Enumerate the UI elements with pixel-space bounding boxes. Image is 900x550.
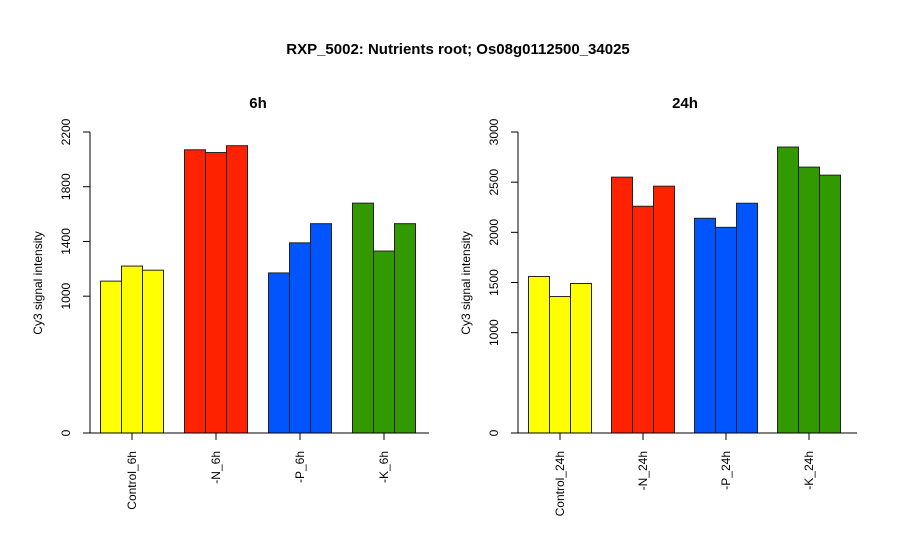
y-axis-label: Cy3 signal intensity bbox=[31, 231, 45, 334]
y-tick-label: 1800 bbox=[59, 173, 73, 200]
bar bbox=[184, 149, 206, 434]
bar bbox=[268, 272, 290, 434]
x-tick-label: -P_24h bbox=[719, 451, 733, 490]
panel-6h: 6h Cy3 signal intensity 0 1000 1400 1800 220… bbox=[31, 95, 429, 510]
panel-title: 24h bbox=[672, 95, 698, 112]
bar bbox=[819, 174, 841, 434]
bar bbox=[373, 250, 395, 434]
x-tick-label: -K_6h bbox=[377, 451, 391, 483]
x-tick-label: Control_6h bbox=[125, 451, 139, 510]
panel-24h: 24h Cy3 signal intensity 0 1000 1500 2000 25… bbox=[459, 95, 857, 516]
y-axis: 0 1000 1400 1800 2200 bbox=[59, 118, 91, 436]
bar bbox=[142, 269, 164, 434]
y-tick-label: 1000 bbox=[487, 319, 501, 346]
bar bbox=[226, 145, 248, 434]
bars bbox=[100, 145, 416, 434]
bar bbox=[798, 166, 820, 434]
bar bbox=[394, 223, 416, 434]
bar bbox=[549, 296, 571, 434]
y-axis: 0 1000 1500 2000 2500 3000 bbox=[487, 118, 519, 436]
bar bbox=[528, 275, 550, 434]
y-tick-label: 0 bbox=[487, 429, 501, 436]
x-tick-label: -K_24h bbox=[802, 451, 816, 490]
y-tick-label: 1500 bbox=[487, 269, 501, 296]
bar bbox=[632, 205, 654, 434]
bar bbox=[205, 152, 227, 434]
bars bbox=[528, 146, 841, 434]
y-tick-label: 1400 bbox=[59, 228, 73, 255]
bar bbox=[653, 185, 675, 434]
bar bbox=[289, 242, 311, 434]
figure-title: RXP_5002: Nutrients root; Os08g0112500_3… bbox=[286, 41, 630, 58]
bar bbox=[310, 223, 332, 434]
bar bbox=[715, 226, 737, 434]
bar bbox=[100, 280, 122, 434]
x-axis: Control_24h -N_24h -P_24h -K_24h bbox=[518, 432, 857, 516]
y-tick-label: 2200 bbox=[59, 118, 73, 145]
panel-title: 6h bbox=[249, 95, 267, 112]
y-axis-label: Cy3 signal intensity bbox=[459, 231, 473, 334]
x-tick-label: -P_6h bbox=[293, 451, 307, 483]
x-tick-label: Control_24h bbox=[553, 451, 567, 516]
bar bbox=[570, 283, 592, 434]
x-tick-label: -N_24h bbox=[636, 451, 650, 490]
bar bbox=[777, 146, 799, 434]
y-tick-label: 2000 bbox=[487, 219, 501, 246]
bar bbox=[611, 176, 633, 434]
bar bbox=[736, 202, 758, 434]
bar bbox=[694, 217, 716, 434]
bar bbox=[352, 202, 374, 434]
y-tick-label: 3000 bbox=[487, 118, 501, 145]
x-tick-label: -N_6h bbox=[209, 451, 223, 484]
y-tick-label: 1000 bbox=[59, 283, 73, 310]
y-tick-label: 0 bbox=[59, 429, 73, 436]
bar bbox=[121, 265, 143, 434]
x-axis: Control_6h -N_6h -P_6h -K_6h bbox=[90, 432, 429, 510]
y-tick-label: 2500 bbox=[487, 168, 501, 195]
